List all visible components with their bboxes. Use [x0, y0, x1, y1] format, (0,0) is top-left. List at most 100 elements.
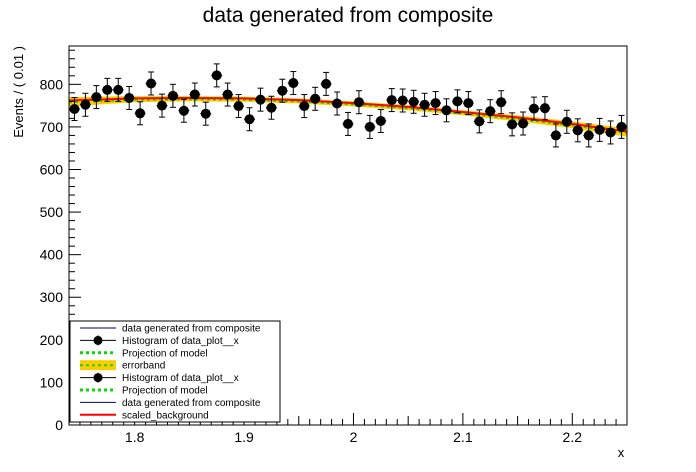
legend-label: scaled_background	[122, 410, 209, 421]
data-point	[69, 97, 80, 122]
y-tick-label: 100	[40, 374, 64, 390]
data-point	[419, 92, 431, 117]
data-point	[211, 63, 223, 88]
y-tick-label: 500	[40, 204, 64, 220]
data-point	[441, 98, 452, 123]
data-point	[79, 92, 91, 117]
data-point	[506, 112, 518, 137]
point-marker	[157, 100, 167, 111]
point-marker	[572, 125, 583, 136]
legend-label: Histogram of data_plot__x	[122, 373, 239, 384]
data-point	[561, 109, 573, 134]
legend-label: Histogram of data_plot__x	[122, 336, 239, 347]
point-marker	[222, 89, 233, 100]
data-point	[189, 82, 201, 107]
data-point	[517, 111, 529, 136]
data-point	[430, 91, 441, 116]
legend-swatch-marker	[93, 373, 103, 383]
point-marker	[113, 84, 124, 95]
y-tick-label: 0	[55, 417, 63, 433]
data-point	[309, 86, 321, 111]
point-marker	[550, 130, 561, 141]
legend-box	[69, 320, 281, 423]
point-marker	[375, 115, 386, 126]
data-point	[495, 90, 507, 115]
point-marker	[561, 116, 572, 127]
y-axis-label: Events / ( 0.01 )	[11, 46, 26, 138]
data-point	[112, 77, 124, 102]
point-marker	[616, 121, 627, 132]
data-point	[473, 109, 485, 134]
data-point	[353, 90, 365, 115]
data-point	[462, 91, 474, 116]
point-marker	[211, 70, 222, 81]
data-point	[222, 82, 234, 107]
point-marker	[397, 95, 408, 106]
data-point	[616, 114, 627, 139]
data-point	[156, 93, 168, 118]
plot-area	[68, 63, 628, 148]
data-point	[134, 101, 146, 126]
data-point	[375, 108, 387, 133]
x-tick-label: 2.2	[563, 429, 583, 445]
point-marker	[124, 92, 135, 103]
point-marker	[332, 98, 343, 109]
point-marker	[200, 108, 211, 119]
point-marker	[91, 92, 102, 103]
data-point	[90, 85, 102, 110]
data-point	[364, 114, 376, 139]
x-tick-label: 1.8	[125, 429, 145, 445]
data-point	[605, 120, 617, 145]
point-marker	[277, 85, 288, 96]
y-tick-label: 300	[40, 289, 64, 305]
point-marker	[529, 103, 539, 114]
point-marker	[452, 96, 463, 107]
data-point	[331, 91, 343, 116]
data-point	[397, 88, 409, 113]
point-marker	[408, 96, 419, 107]
y-tick-label: 400	[40, 247, 64, 263]
data-point	[167, 83, 179, 108]
data-point	[200, 101, 212, 126]
point-marker	[310, 93, 321, 104]
data-point	[265, 95, 277, 120]
data-point	[320, 71, 332, 96]
point-marker	[419, 99, 430, 110]
point-marker	[189, 89, 200, 100]
point-marker	[244, 114, 255, 125]
point-marker	[386, 95, 397, 106]
x-tick-label: 2	[350, 429, 358, 445]
plot-frame	[68, 45, 628, 426]
data-point	[145, 71, 157, 96]
legend-label: data generated from composite	[122, 398, 261, 409]
y-tick-label: 600	[40, 161, 64, 177]
point-marker	[605, 127, 616, 138]
data-point	[178, 98, 190, 123]
point-marker	[496, 97, 507, 108]
point-marker	[441, 105, 452, 116]
point-marker	[583, 130, 594, 141]
point-marker	[80, 99, 91, 110]
x-axis-label: x	[618, 445, 625, 460]
data-point	[583, 123, 595, 148]
point-marker	[255, 94, 266, 105]
data-point	[244, 107, 255, 132]
chart-title: data generated from composite	[203, 4, 494, 27]
point-marker	[485, 106, 496, 117]
data-point	[408, 89, 420, 114]
data-point	[386, 88, 398, 113]
point-marker	[102, 84, 113, 95]
data-point	[484, 99, 496, 124]
point-marker	[507, 119, 518, 130]
legend-swatch-marker	[93, 335, 103, 345]
data-point	[451, 89, 463, 114]
y-tick-label: 700	[40, 119, 64, 135]
data-point	[539, 96, 551, 121]
data-point	[342, 111, 354, 136]
point-marker	[178, 105, 189, 116]
data-point	[233, 94, 245, 119]
x-tick-label: 1.9	[234, 429, 254, 445]
point-marker	[321, 78, 332, 89]
data-point	[572, 118, 584, 143]
